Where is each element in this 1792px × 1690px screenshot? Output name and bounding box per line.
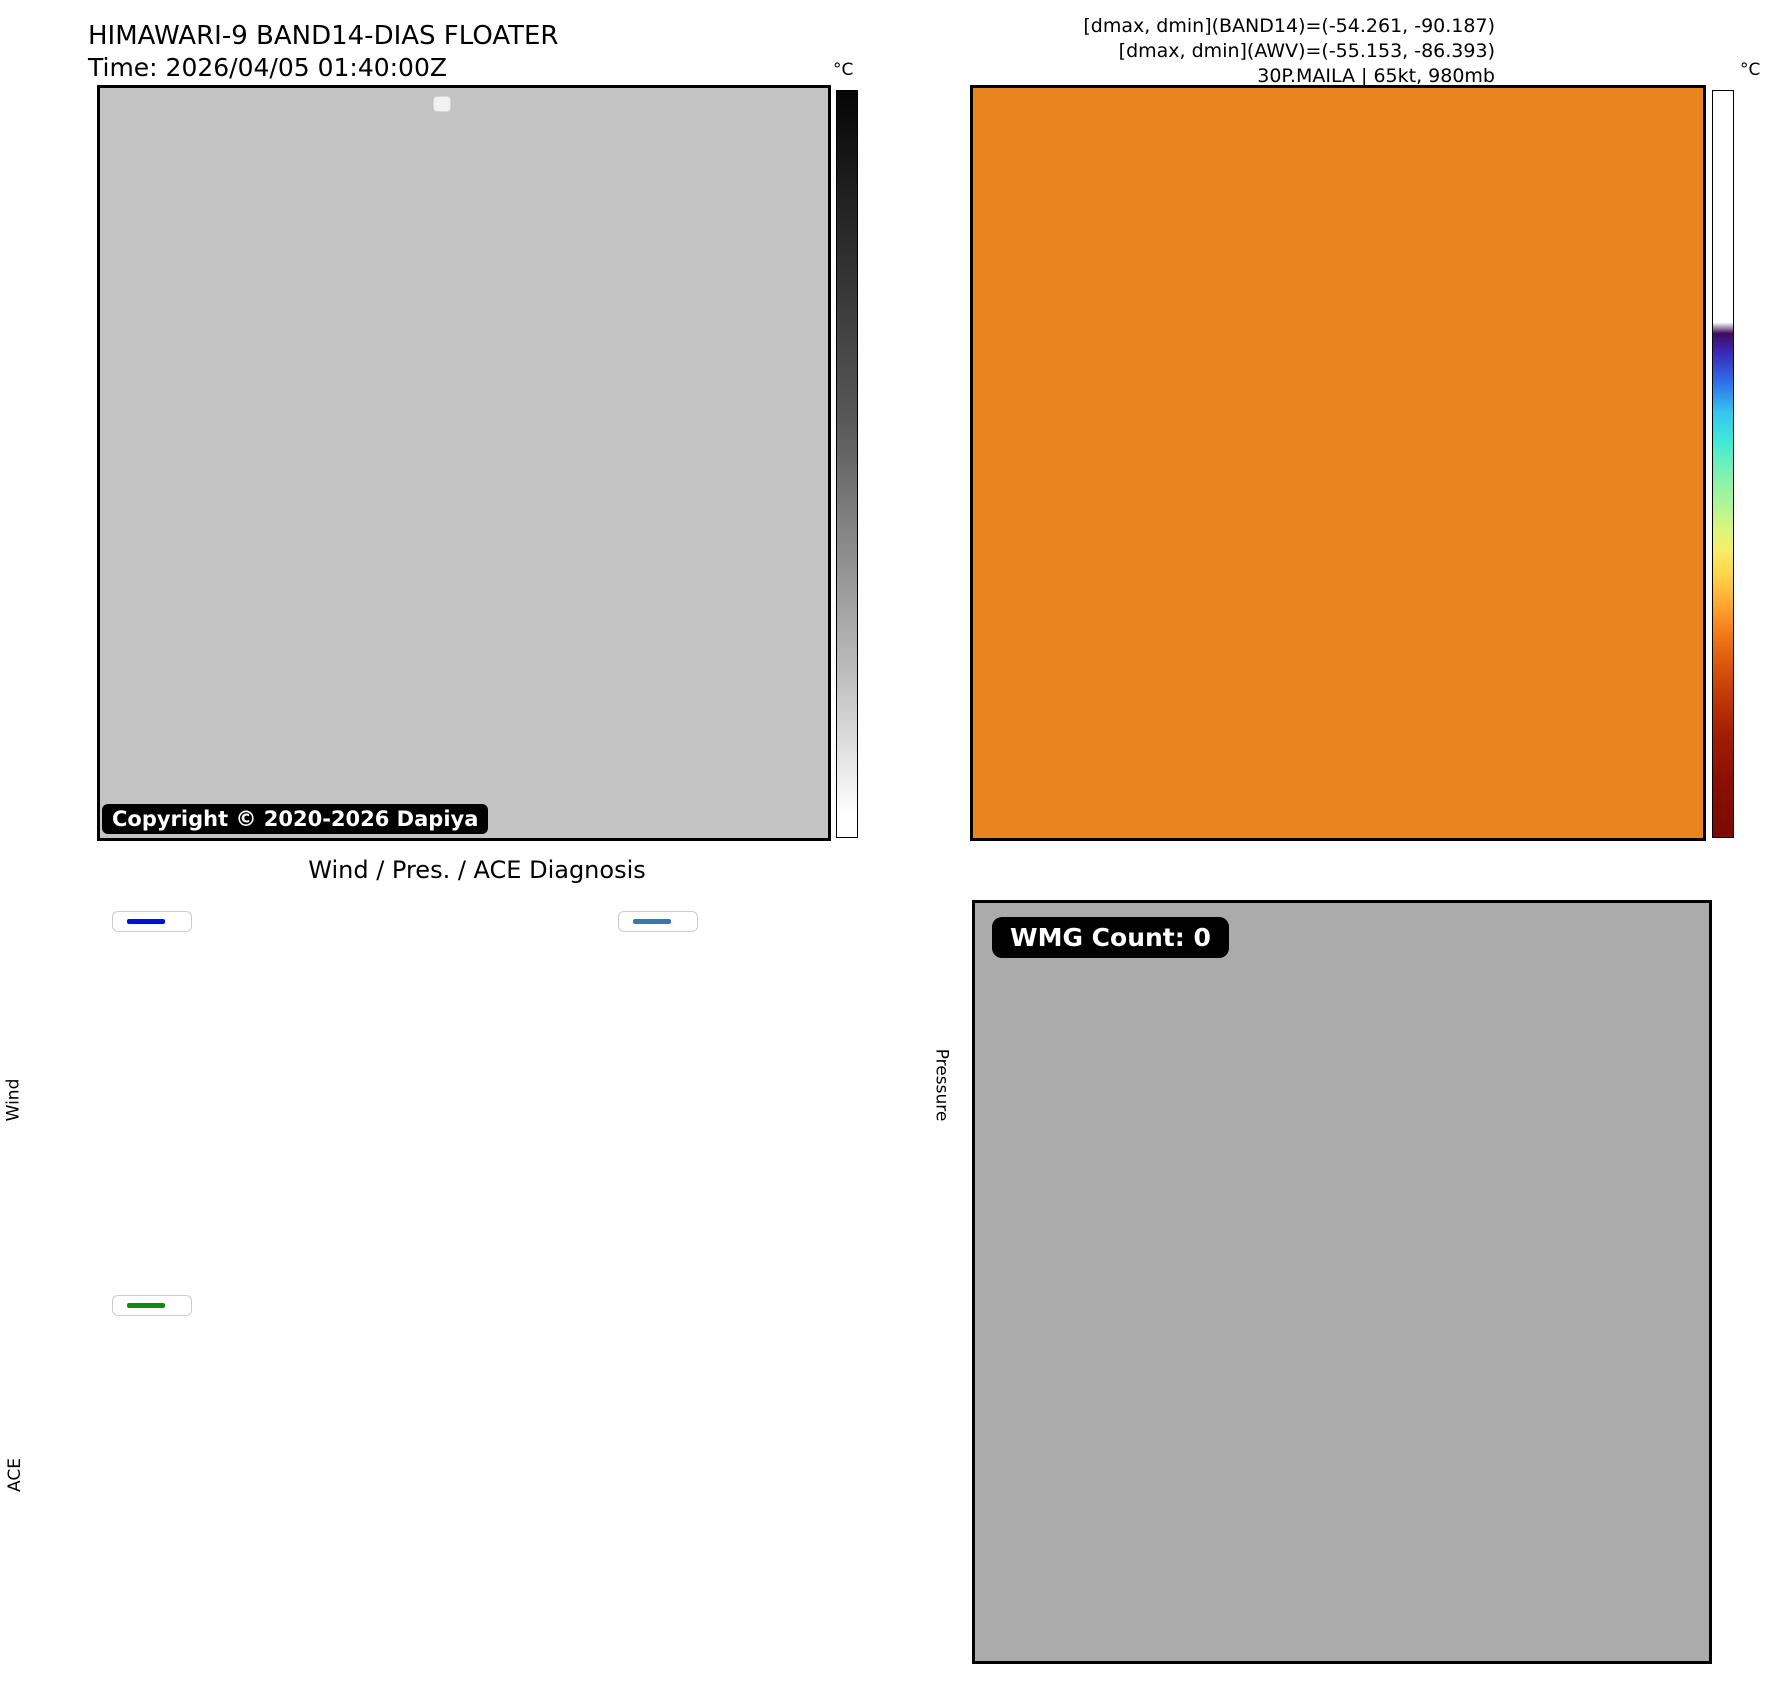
awv-map-art xyxy=(973,88,1703,838)
wmg-panel[interactable]: WMG Count: 0 xyxy=(972,900,1712,1664)
wind-legend-swatch xyxy=(127,919,165,924)
band14-colorbar xyxy=(836,90,858,838)
pressure-legend xyxy=(618,911,698,932)
diagnosis-title: Wind / Pres. / ACE Diagnosis xyxy=(308,856,646,884)
pressure-ylabel: Pressure xyxy=(931,1048,952,1122)
band14-time: Time: 2026/04/05 01:40:00Z xyxy=(88,53,447,82)
storm-id: 30P.MAILA | 65kt, 980mb xyxy=(1257,65,1495,87)
dmax-dmin-band14: [dmax, dmin](BAND14)=(-54.261, -90.187) xyxy=(1083,15,1495,37)
wind-legend xyxy=(112,911,192,932)
wind-pressure-chart[interactable] xyxy=(88,903,867,1287)
band14-title: HIMAWARI-9 BAND14-DIAS FLOATER xyxy=(88,21,559,51)
copyright-badge: Copyright © 2020-2026 Dapiya xyxy=(102,804,489,834)
awv-info-block: [dmax, dmin](BAND14)=(-54.261, -90.187) … xyxy=(1080,14,1495,89)
awv-map[interactable] xyxy=(970,85,1706,841)
ace-legend xyxy=(112,1295,192,1316)
wmg-art xyxy=(975,903,1709,1661)
band14-map-art xyxy=(100,88,828,838)
ace-chart[interactable] xyxy=(88,1283,867,1664)
band14-legend xyxy=(433,96,451,112)
wind-ylabel: Wind xyxy=(3,1078,24,1122)
band14-map[interactable]: Copyright © 2020-2026 Dapiya xyxy=(97,85,831,841)
band14-colorbar-unit: °C xyxy=(833,60,854,80)
awv-colorbar xyxy=(1712,90,1734,838)
dmax-dmin-awv: [dmax, dmin](AWV)=(-55.153, -86.393) xyxy=(1118,40,1495,62)
awv-colorbar-unit: °C xyxy=(1740,60,1761,80)
pressure-legend-swatch xyxy=(633,919,671,924)
ace-legend-swatch xyxy=(127,1303,165,1308)
wmg-count-badge: WMG Count: 0 xyxy=(992,917,1229,958)
ace-ylabel: ACE xyxy=(4,1458,25,1492)
band14-title-block: HIMAWARI-9 BAND14-DIAS FLOATER Time: 202… xyxy=(88,20,558,84)
